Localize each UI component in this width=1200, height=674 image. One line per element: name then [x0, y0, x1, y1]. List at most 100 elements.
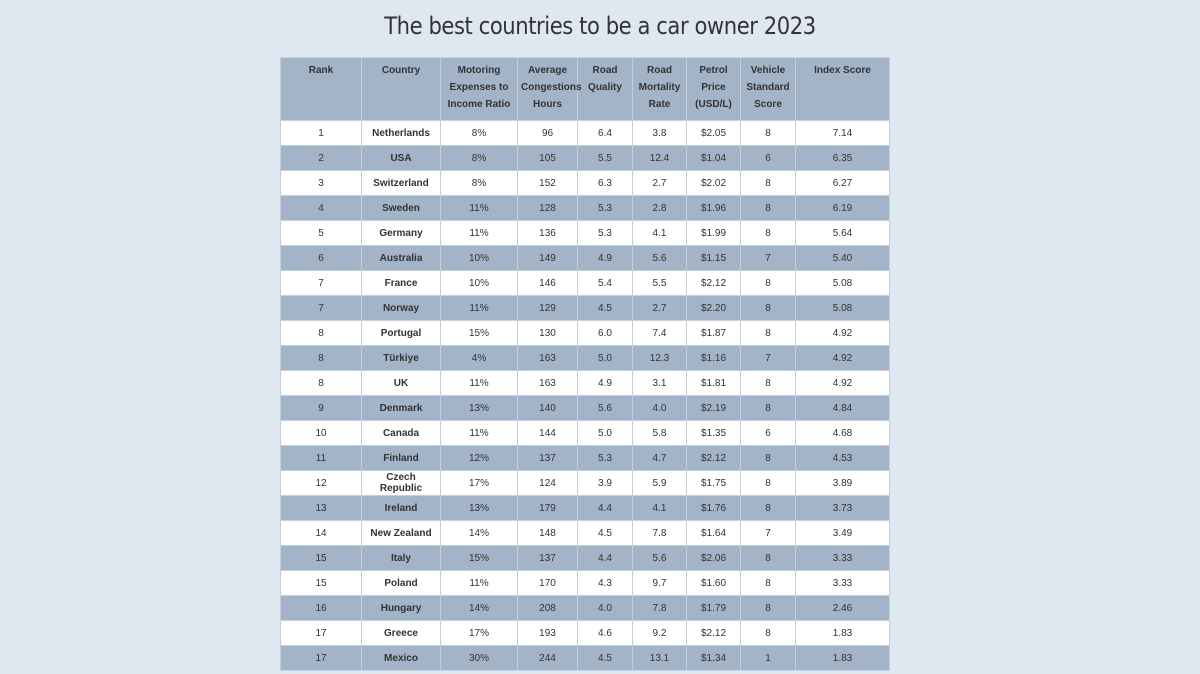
- table-cell: 8%: [440, 170, 518, 196]
- table-cell: 179: [517, 495, 578, 521]
- table-cell: 5.40: [795, 245, 890, 271]
- country-cell: Switzerland: [361, 170, 441, 196]
- table-cell: 5.0: [577, 420, 633, 446]
- table-cell: 3.49: [795, 520, 890, 546]
- table-cell: 5.0: [577, 345, 633, 371]
- table-cell: 10%: [440, 245, 518, 271]
- table-cell: 8: [740, 570, 796, 596]
- table-cell: $1.96: [686, 195, 741, 221]
- table-cell: 8: [740, 470, 796, 496]
- table-row: 7 Norway 11% 129 4.5 2.7 $2.20 8 5.08: [280, 295, 890, 321]
- table-cell: 9.2: [632, 620, 687, 646]
- table-cell: 6.3: [577, 170, 633, 196]
- table-cell: 2: [280, 145, 362, 171]
- table-cell: 16: [280, 595, 362, 621]
- column-header: Vehicle Standard Score: [740, 57, 796, 121]
- table-cell: $1.04: [686, 145, 741, 171]
- table-cell: 129: [517, 295, 578, 321]
- table-cell: 17: [280, 620, 362, 646]
- country-cell: Norway: [361, 295, 441, 321]
- column-header: Average Congestions Hours: [517, 57, 582, 121]
- table-cell: 4.5: [577, 295, 633, 321]
- table-body: 1 Netherlands 8% 96 6.4 3.8 $2.05 8 7.14 2 USA 8% 10…: [280, 120, 890, 671]
- table-cell: 8: [740, 170, 796, 196]
- table-cell: 7.8: [632, 520, 687, 546]
- country-cell: Netherlands: [361, 120, 441, 146]
- table-cell: 5.9: [632, 470, 687, 496]
- table-cell: 8: [740, 270, 796, 296]
- table-cell: 2.8: [632, 195, 687, 221]
- table-cell: 17%: [440, 620, 518, 646]
- table-cell: 163: [517, 370, 578, 396]
- table-cell: 1.83: [795, 645, 890, 671]
- table-cell: 11%: [440, 295, 518, 321]
- country-cell: Germany: [361, 220, 441, 246]
- table-cell: 2.46: [795, 595, 890, 621]
- table-cell: 3.89: [795, 470, 890, 496]
- table-cell: 7.8: [632, 595, 687, 621]
- table-cell: 1: [280, 120, 362, 146]
- table-cell: 15%: [440, 320, 518, 346]
- table-cell: 9: [280, 395, 362, 421]
- table-cell: 4.92: [795, 370, 890, 396]
- table-cell: 244: [517, 645, 578, 671]
- table-cell: $1.87: [686, 320, 741, 346]
- table-cell: 193: [517, 620, 578, 646]
- table-cell: 4.1: [632, 495, 687, 521]
- table-cell: 6: [280, 245, 362, 271]
- table-cell: 146: [517, 270, 578, 296]
- table-cell: 11%: [440, 220, 518, 246]
- table-cell: 4.3: [577, 570, 633, 596]
- table-cell: 11: [280, 445, 362, 471]
- table-cell: 5.08: [795, 270, 890, 296]
- table-cell: 8: [280, 345, 362, 371]
- table-cell: 15: [280, 570, 362, 596]
- table-cell: 3: [280, 170, 362, 196]
- table-cell: 4.92: [795, 345, 890, 371]
- table-cell: $2.19: [686, 395, 741, 421]
- table-cell: 8: [740, 295, 796, 321]
- table-cell: 3.9: [577, 470, 633, 496]
- table-cell: 12.4: [632, 145, 687, 171]
- table-cell: $2.05: [686, 120, 741, 146]
- table-cell: 140: [517, 395, 578, 421]
- table-cell: 7.4: [632, 320, 687, 346]
- table-cell: 96: [517, 120, 578, 146]
- table-cell: 14%: [440, 520, 518, 546]
- table-cell: $1.15: [686, 245, 741, 271]
- table-cell: 5.6: [577, 395, 633, 421]
- table-cell: 7: [280, 270, 362, 296]
- table-cell: 4.5: [577, 645, 633, 671]
- country-cell: Italy: [361, 545, 441, 571]
- column-header: Country: [361, 57, 441, 121]
- table-cell: 170: [517, 570, 578, 596]
- ranking-table: Rank Country Motoring Expenses to Income R…: [280, 57, 890, 671]
- table-cell: 8: [740, 595, 796, 621]
- table-cell: 14%: [440, 595, 518, 621]
- table-cell: $2.06: [686, 545, 741, 571]
- table-cell: 148: [517, 520, 578, 546]
- table-row: 17 Greece 17% 193 4.6 9.2 $2.12 8 1.83: [280, 620, 890, 646]
- table-cell: 12%: [440, 445, 518, 471]
- table-cell: 5.6: [632, 245, 687, 271]
- table-cell: 4.1: [632, 220, 687, 246]
- country-cell: Hungary: [361, 595, 441, 621]
- table-cell: 4.7: [632, 445, 687, 471]
- country-cell: Ireland: [361, 495, 441, 521]
- table-cell: 5.3: [577, 195, 633, 221]
- table-cell: $1.60: [686, 570, 741, 596]
- table-cell: 8%: [440, 145, 518, 171]
- table-cell: 3.8: [632, 120, 687, 146]
- table-cell: 4.4: [577, 545, 633, 571]
- table-cell: 10: [280, 420, 362, 446]
- table-row: 15 Poland 11% 170 4.3 9.7 $1.60 8 3.33: [280, 570, 890, 596]
- table-cell: 13%: [440, 395, 518, 421]
- table-cell: $2.12: [686, 270, 741, 296]
- table-cell: 105: [517, 145, 578, 171]
- country-cell: Denmark: [361, 395, 441, 421]
- table-cell: 10%: [440, 270, 518, 296]
- table-cell: 2.7: [632, 295, 687, 321]
- table-cell: $1.99: [686, 220, 741, 246]
- table-cell: 13: [280, 495, 362, 521]
- table-cell: 8: [740, 370, 796, 396]
